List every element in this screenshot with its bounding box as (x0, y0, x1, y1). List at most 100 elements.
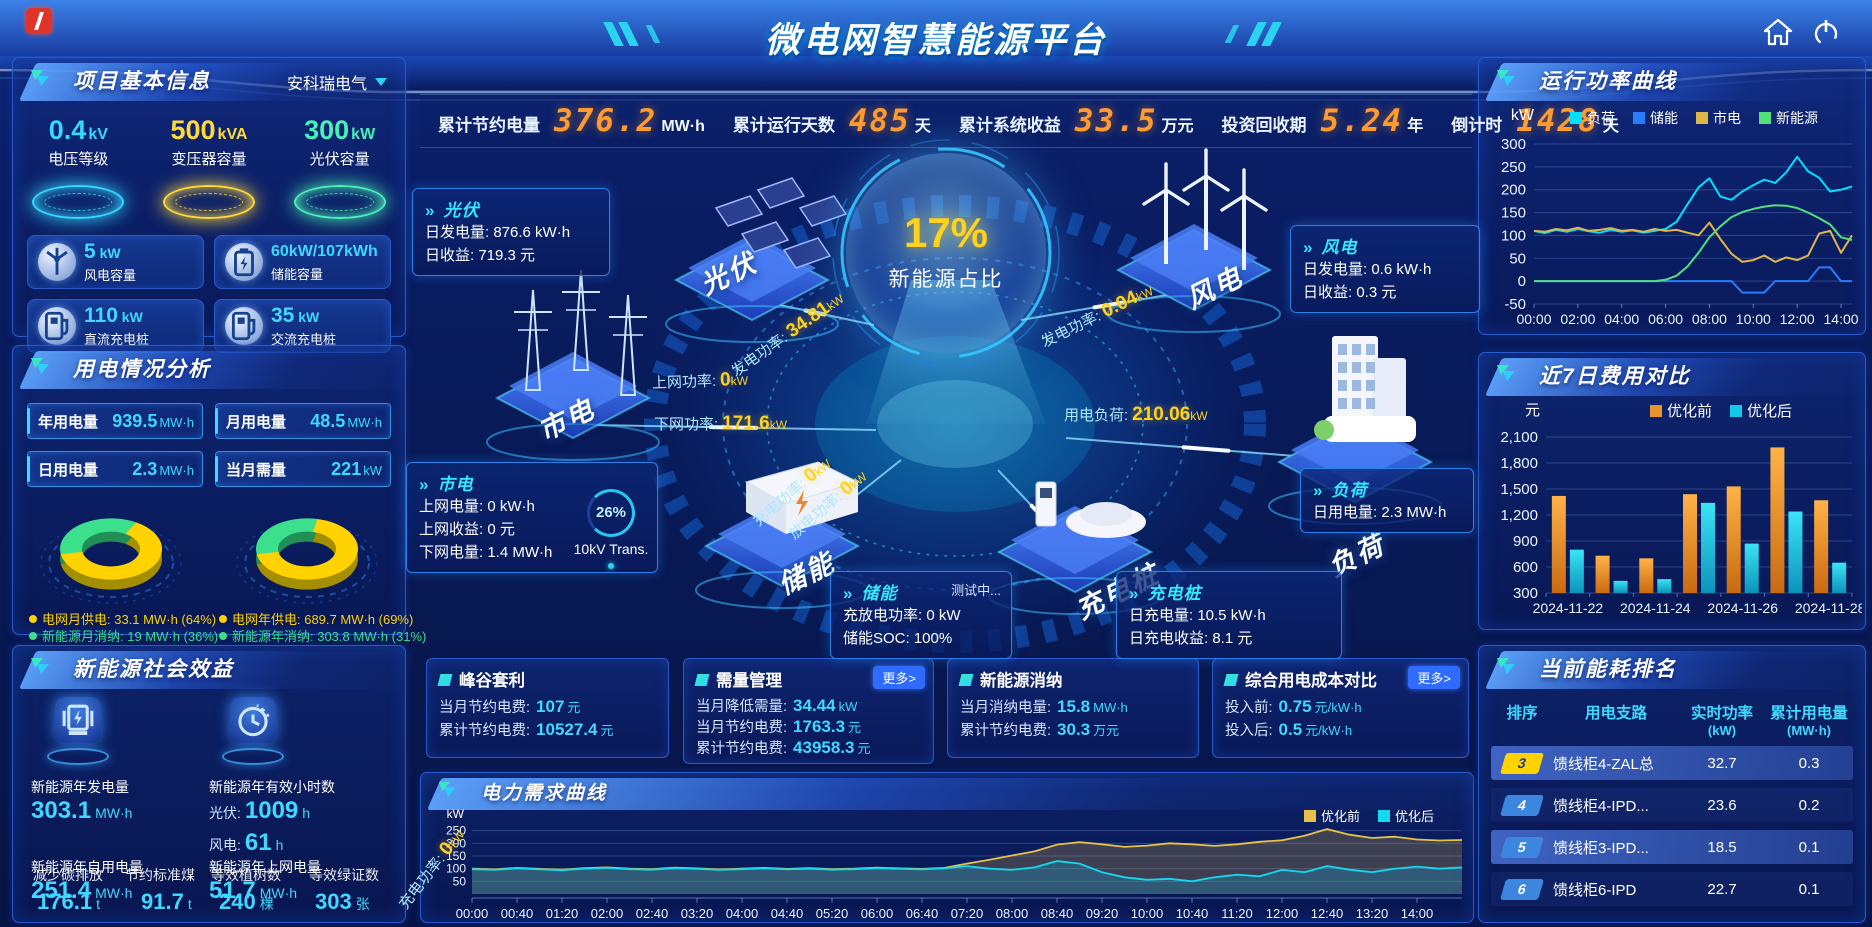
benefit-value: 303 张 (315, 889, 370, 914)
battery-icon (225, 243, 263, 281)
node-info-box-load: » 负荷 日用电量: 2.3 MW·h (1300, 468, 1474, 533)
column-header: 累计用电量 (MW·h) (1770, 705, 1848, 738)
podium-disc (162, 185, 255, 219)
transformer-label: 10kV Trans. (573, 541, 649, 557)
corner-icon (437, 674, 453, 686)
more-button[interactable]: 更多> (873, 666, 925, 689)
clock-icon (230, 697, 276, 743)
panel-title: 当前能耗排名 (1539, 658, 1677, 681)
svg-text:13:20: 13:20 (1356, 906, 1389, 921)
svg-text:1,200: 1,200 (1500, 507, 1538, 524)
card-title: 峰谷套利 (437, 667, 656, 691)
svg-text:10:40: 10:40 (1176, 906, 1209, 921)
kpi-unit: 万元 (1161, 118, 1194, 135)
panel-title: 项目基本信息 (73, 70, 211, 93)
usage-stat-value: 2.3 (132, 458, 158, 479)
svg-text:250: 250 (446, 824, 466, 838)
benefit-label: 等效植树数 (211, 867, 281, 883)
svg-text:200: 200 (1501, 182, 1526, 199)
corner-icon (437, 780, 463, 806)
column-header: 用电支路 (1584, 705, 1647, 722)
card-row: 当月节约电费: 1763.3 元 (696, 717, 862, 736)
table-row[interactable]: 5 馈线柜3-IPD... 18.5 0.1 (1491, 830, 1853, 864)
home-icon[interactable] (1762, 16, 1794, 48)
capacity-tile: 60kW/107kWh 储能容量 (214, 235, 391, 289)
more-button[interactable]: 更多> (1408, 666, 1460, 689)
transformer-indicator: 26% 10kV Trans. (573, 489, 649, 569)
summary-card: 新能源消纳 当月消纳电量: 15.8 MW·h 累计节约电费: 30.3 万元 (947, 658, 1199, 758)
capacity-tile: 110 kW 直流充电桩 (27, 299, 204, 353)
branch-name: 馈线柜4-ZAL总 (1553, 755, 1654, 773)
benefit-label: 新能源年发电量 (31, 779, 129, 795)
tile-value: 110 kW (84, 303, 143, 327)
donut-legend: 电网月供电: 33.1 MW·h (64%) 新能源月消纳: 19 MW·h (3… (19, 611, 218, 645)
svg-text:02:40: 02:40 (636, 906, 669, 921)
svg-text:900: 900 (1513, 533, 1538, 550)
status-badge: 测试中... (951, 583, 1001, 598)
dc-charger-icon (38, 307, 76, 345)
table-row[interactable]: 6 馈线柜6-IPD 22.7 0.1 (1491, 872, 1853, 906)
kpi-item: 投资回收期 5.24 年 (1222, 103, 1424, 139)
realtime-power: 32.7 (1707, 754, 1737, 772)
ac-charger-icon (225, 307, 263, 345)
kpi-item: 累计系统收益 33.5 万元 (959, 103, 1194, 139)
svg-text:14:00: 14:00 (1401, 906, 1434, 921)
svg-text:03:20: 03:20 (681, 906, 714, 921)
power-icon[interactable] (1810, 16, 1842, 48)
legend-item: 电网月供电: 33.1 MW·h (64%) (19, 611, 216, 628)
panel-header: 当前能耗排名 (1485, 651, 1859, 689)
company-name: 安科瑞电气 (286, 76, 367, 93)
summary-card: 需量管理 更多> 当月降低需量: 34.44 kW 当月节约电费: 1763.3 元累计节约电… (683, 658, 934, 764)
renewable-ratio-orb: 17% 新能源占比 (846, 153, 1046, 353)
corner-icon (1495, 363, 1523, 391)
capacity-podiums: 0.4 kV 电压等级 500 kVA 变压器容量 300 kW 光伏容量 (13, 115, 405, 219)
usage-stat: 月用电量 48.5 MW·h (215, 403, 391, 439)
podium-label: 光伏容量 (309, 151, 370, 168)
svg-text:2024-11-22: 2024-11-22 (1533, 600, 1604, 616)
kpi-unit: MW·h (661, 118, 705, 135)
panel-title: 运行功率曲线 (1539, 70, 1677, 93)
table-row[interactable]: 4 馈线柜4-IPD... 23.6 0.2 (1491, 788, 1853, 822)
branch-name: 馈线柜4-IPD... (1553, 797, 1649, 815)
usage-stat-value: 48.5 (310, 410, 346, 431)
company-select[interactable]: 安科瑞电气 (287, 70, 387, 94)
tile-label: 储能容量 (271, 267, 324, 282)
kpi-item: 累计节约电量 376.2 MW·h (438, 103, 705, 139)
dot-icon (608, 563, 614, 569)
chevron-right-icon: » (843, 584, 854, 603)
rank-badge: 4 (1499, 794, 1545, 816)
legend-dot-icon (29, 615, 37, 623)
panel-header: 电力需求曲线 (427, 778, 1467, 810)
info-row: 日用电量: 2.3 MW·h (1313, 504, 1447, 521)
tile-label: 风电容量 (84, 267, 137, 283)
wind-turbine-icon (38, 243, 76, 281)
benefit-label: 新能源年上网电量 (209, 859, 321, 875)
info-row: 下网电量: 1.4 MW·h (419, 544, 553, 561)
svg-text:负荷: 负荷 (1587, 110, 1615, 126)
svg-text:2024-11-26: 2024-11-26 (1707, 600, 1778, 616)
kpi-value: 1428 (1516, 103, 1599, 139)
svg-text:06:00: 06:00 (1648, 311, 1683, 327)
svg-text:储能: 储能 (1650, 110, 1678, 126)
card-title: 需量管理 (694, 667, 921, 691)
svg-text:150: 150 (446, 849, 466, 863)
card-row: 投入后: 0.5 元/kW·h (1225, 720, 1353, 739)
usage-stat-label: 当月需量 (226, 461, 287, 479)
svg-text:10:00: 10:00 (1131, 906, 1164, 921)
legend-dot-icon (219, 615, 227, 623)
svg-text:05:20: 05:20 (816, 906, 849, 921)
transformer-ratio: 26% (587, 489, 635, 537)
usage-stat-unit: MW·h (159, 462, 194, 478)
benefit-value: 51.7 MW·h (209, 877, 298, 904)
info-row: 上网电量: 0 kW·h (419, 498, 535, 515)
podium-disc (32, 185, 125, 219)
card-row: 当月降低需量: 34.44 kW (696, 696, 858, 715)
table-row[interactable]: 3 馈线柜4-ZAL总 32.7 0.3 (1491, 746, 1853, 780)
corner-icon (958, 674, 974, 686)
branch-name: 馈线柜6-IPD (1553, 881, 1637, 899)
node-info-title: » 充电桩 (1129, 584, 1202, 603)
usage-stat-unit: MW·h (159, 414, 194, 430)
corner-icon (1495, 656, 1523, 684)
